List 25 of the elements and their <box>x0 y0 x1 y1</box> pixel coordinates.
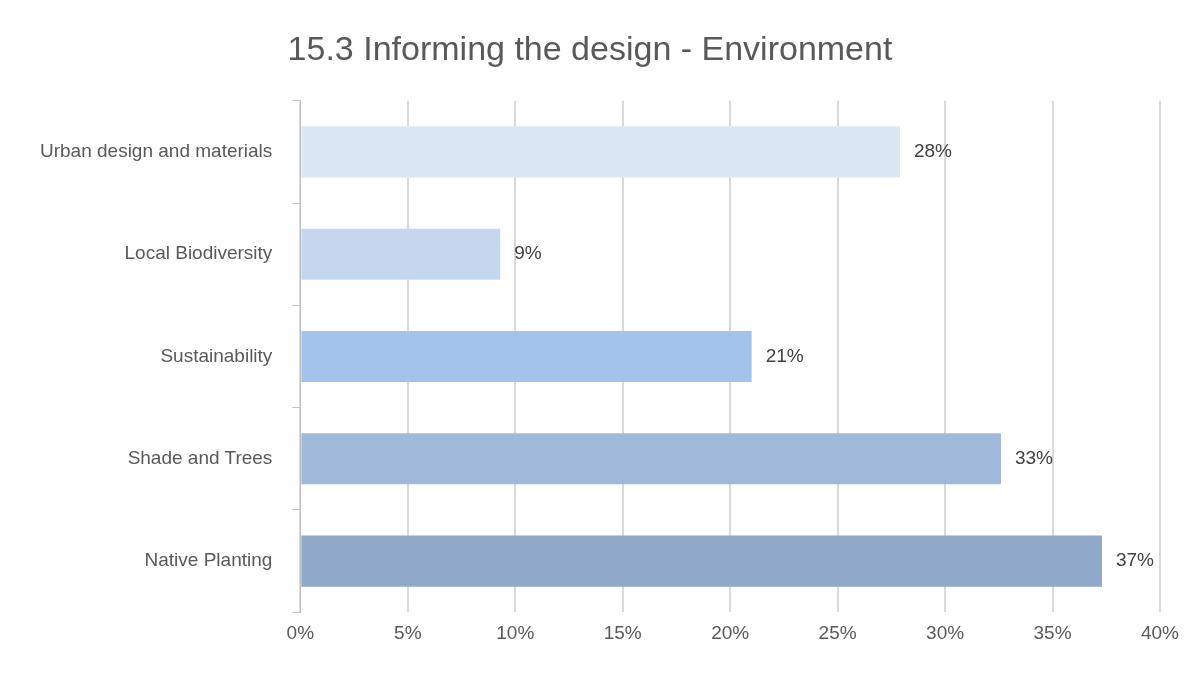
x-tick-label: 0% <box>286 621 315 643</box>
bar <box>301 433 1001 485</box>
x-tick-label: 20% <box>711 621 750 643</box>
data-label: 33% <box>1014 447 1054 469</box>
x-tick-label: 30% <box>926 621 965 643</box>
data-label: 37% <box>1115 549 1155 571</box>
y-tick-label: Sustainability <box>160 344 273 366</box>
bar <box>301 228 501 280</box>
data-label: 9% <box>514 242 542 264</box>
y-tick-label: Shade and Trees <box>127 447 273 469</box>
bar <box>301 126 900 178</box>
y-tick-label: Native Planting <box>144 549 273 571</box>
y-tick-label: Local Biodiversity <box>124 242 273 264</box>
bar <box>301 330 752 383</box>
x-tick-label: 5% <box>394 621 422 643</box>
bar <box>301 535 1102 587</box>
x-tick-label: 40% <box>1140 621 1180 643</box>
x-tick-label: 35% <box>1033 621 1072 643</box>
y-tick-label: Urban design and materials <box>39 140 273 162</box>
chart-title: 15.3 Informing the design - Environment <box>287 28 893 67</box>
x-tick-label: 10% <box>496 621 535 643</box>
data-label: 21% <box>765 344 804 366</box>
x-tick-label: 15% <box>603 621 642 643</box>
data-label: 28% <box>913 140 953 162</box>
x-tick-label: 25% <box>818 621 857 643</box>
